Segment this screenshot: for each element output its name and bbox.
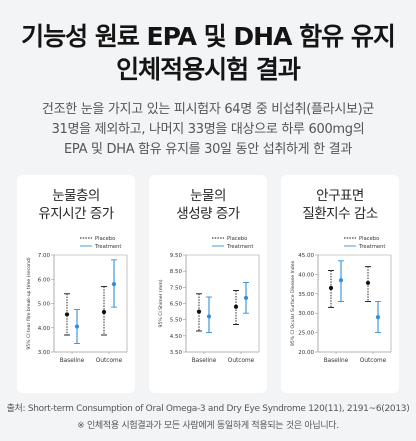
chart-title-line1: 안구표면 [316,188,364,204]
treatment-mean-point [243,295,249,300]
legend-placebo-label: Placebo [95,236,115,242]
y-tick-label: 6.00 [38,277,51,283]
y-tick-label: 45.00 [298,253,314,259]
y-tick-label: 3.00 [38,350,51,356]
legend-placebo-label: Placebo [359,236,379,242]
y-tick-label: 30.00 [298,311,314,317]
chart-title-line1: 눈물층의 [52,188,100,204]
chart-card-ocular-surface: 안구표면 질환지수 감소 20.00 25.00 30.00 35.00 40.00 45… [281,175,399,393]
y-tick-label: 4.00 [38,326,51,332]
y-axis-label: 95% CI Ocular Surface Disease Index [290,261,296,347]
disclaimer-note: ※ 인체적용 시험결과가 모든 사람에게 동일하게 적용되는 것은 아닙니다. [77,421,339,431]
y-tick-label: 9.50 [170,253,183,259]
chart-title-line2: 유지시간 증가 [38,206,114,222]
y-tick-label: 5.50 [170,318,183,324]
legend-treatment-label: Treatment [94,244,121,250]
y-tick-label: 20.00 [298,350,314,356]
chart-tear-film-plot: 3.00 4.00 5.00 6.00 7.00 95% CI tear film bre… [26,236,128,364]
source-citation: 출처: Short-term Consumption of Oral Omega… [6,404,410,414]
legend-treatment-label: Treatment [226,244,253,250]
y-axis-label: 95% CI tear film break-up time (second) [26,257,32,350]
treatment-mean-point [74,324,80,329]
placebo-mean-point [101,309,107,315]
main-title-line1: 기능성 원료 EPA 및 DHA 함유 유지 [21,22,396,51]
y-tick-label: 25.00 [298,331,314,337]
y-tick-label: 3.50 [170,350,183,356]
x-tick-label: Baseline [324,358,349,364]
placebo-mean-point [64,312,70,317]
chart-title-line2: 질환지수 감소 [302,206,378,222]
description-line3: EPA 및 DHA 함유 유지를 30일 동안 섭취하게 한 결과 [64,142,352,157]
description-line1: 건조한 눈을 가지고 있는 피시험자 64명 중 비섭취(플라시보)군 [41,102,375,117]
legend-treatment-label: Treatment [358,244,385,250]
main-title-line2: 인체적용시험 결과 [116,55,301,84]
y-tick-label: 4.50 [170,334,183,340]
x-tick-label: Baseline [192,358,217,364]
x-tick-label: Outcome [360,358,387,364]
placebo-mean-point [233,304,239,309]
treatment-mean-point [375,314,381,320]
chart-card-tear-film: 눈물층의 유지시간 증가 3.00 4.00 5.00 6.00 7.00 95% CI … [17,175,135,393]
y-tick-label: 8.50 [170,269,183,275]
y-tick-label: 7.50 [170,285,183,291]
chart-tear-production-plot: 3.50 4.50 5.50 6.50 7.50 8.50 9.50 95% CI Shime… [158,236,260,364]
y-tick-label: 35.00 [298,292,314,298]
chart-title-line2: 생성량 증가 [176,206,240,222]
treatment-mean-point [338,278,344,283]
chart-card-tear-production: 눈물의 생성량 증가 3.50 4.50 5.50 6.50 7.50 8.50 9.50 9… [149,175,267,393]
placebo-mean-point [328,285,334,291]
x-tick-label: Outcome [228,358,255,364]
y-axis-label: 95% CI Shimer (mm) [158,279,164,327]
x-tick-label: Baseline [60,358,85,364]
y-tick-label: 40.00 [298,272,314,278]
y-tick-label: 7.00 [38,253,51,259]
treatment-mean-point [206,314,212,319]
y-tick-label: 6.50 [170,302,183,308]
description-line2: 31명을 제외하고, 나머지 33명을 대상으로 하루 600mg의 [51,122,365,137]
chart-title-line1: 눈물의 [190,188,226,204]
placebo-mean-point [365,280,371,286]
y-tick-label: 5.00 [38,302,51,308]
placebo-mean-point [196,309,202,314]
treatment-mean-point [111,282,117,287]
legend-placebo-label: Placebo [227,236,247,242]
x-tick-label: Outcome [96,358,123,364]
